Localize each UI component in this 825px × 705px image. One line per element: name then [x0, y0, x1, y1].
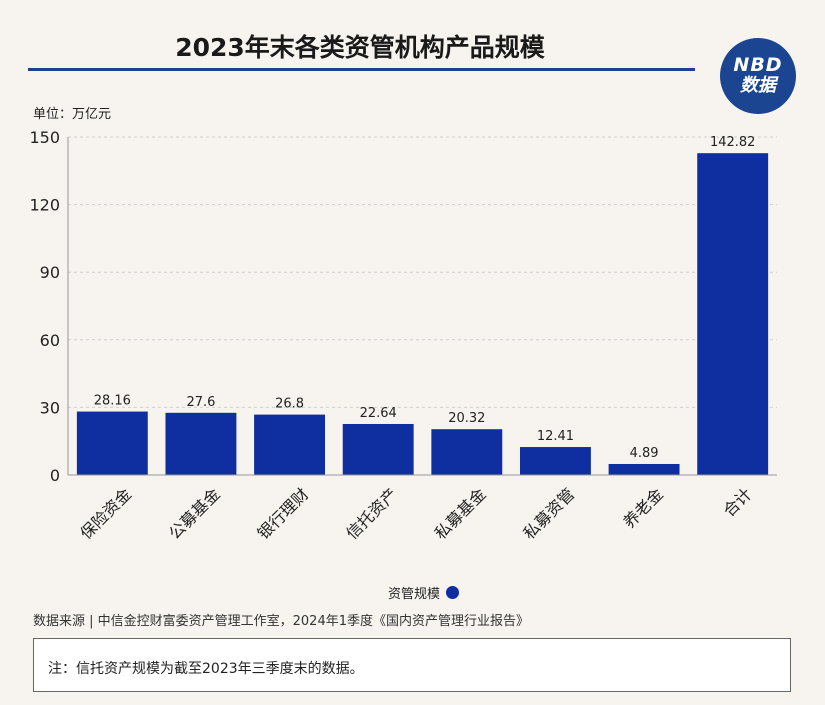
y-tick-label: 60	[40, 331, 60, 350]
value-label: 28.16	[94, 394, 131, 409]
bar-6	[519, 447, 591, 475]
x-tick-label: 信托资产	[342, 484, 401, 543]
value-label: 20.32	[448, 411, 485, 426]
value-label: 12.41	[537, 429, 574, 444]
x-tick-label: 合计	[719, 484, 755, 520]
data-source: 数据来源 | 中信金控财富委资产管理工作室，2024年1季度《国内资产管理行业报…	[33, 614, 530, 629]
legend: 资管规模	[388, 583, 460, 602]
value-label: 22.64	[360, 406, 397, 421]
chart-title: 2023年末各类资管机构产品规模	[175, 33, 545, 62]
bar-8	[697, 153, 769, 475]
value-label: 4.89	[630, 446, 659, 461]
bar-4	[342, 423, 414, 475]
x-tick-label: 私募基金	[431, 484, 490, 543]
bar-1	[76, 411, 148, 475]
y-tick-label: 90	[40, 263, 60, 282]
unit-label: 单位：万亿元	[33, 107, 112, 122]
value-label: 27.6	[186, 395, 215, 410]
logo-text-nbd: NBD	[733, 54, 783, 76]
y-tick-label: 150	[29, 128, 60, 147]
value-label: 26.8	[275, 397, 304, 412]
x-tick-label: 保险资金	[76, 484, 135, 543]
title-underline	[28, 68, 695, 71]
x-tick-label: 养老金	[620, 484, 667, 531]
y-tick-label: 120	[29, 196, 60, 215]
note-text: 注：信托资产规模为截至2023年三季度末的数据。	[48, 661, 364, 677]
bar-3	[254, 414, 326, 475]
x-tick-label: 银行理财	[254, 484, 313, 543]
bar-chart: 0 30 60 90 120 150 28.16 27.6 26.8 22.64 20.32 12.…	[29, 128, 777, 543]
bar-5	[431, 429, 503, 475]
nbd-logo: NBD 数据	[720, 38, 796, 114]
note-box: 注：信托资产规模为截至2023年三季度末的数据。	[33, 638, 791, 692]
y-tick-label: 0	[50, 466, 60, 485]
bar-2	[165, 412, 237, 475]
logo-text-data: 数据	[740, 75, 776, 96]
value-label: 142.82	[710, 135, 756, 150]
legend-label: 资管规模	[388, 587, 441, 602]
x-tick-label: 公募基金	[165, 484, 224, 543]
legend-swatch	[446, 586, 460, 599]
x-tick-label: 私募资管	[520, 484, 579, 543]
y-tick-label: 30	[40, 398, 60, 417]
bar-7	[608, 463, 680, 475]
